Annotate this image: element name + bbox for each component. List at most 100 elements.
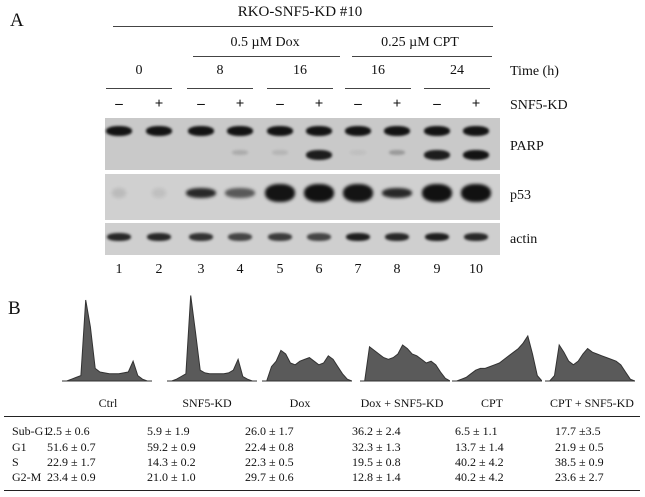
condition-label: SNF5-KD — [182, 396, 232, 410]
blot-band — [343, 184, 373, 202]
cpt-label: 0.25 µM CPT — [381, 35, 459, 50]
snf5-sign: + — [471, 96, 481, 112]
lane-number: 7 — [354, 262, 362, 277]
blot-band — [463, 150, 489, 160]
table-cell: 51.6 ± 0.7 — [47, 440, 96, 454]
lane-number: 3 — [197, 262, 205, 277]
p53-label: p53 — [510, 188, 531, 203]
time-label: Time (h) — [510, 64, 559, 79]
blot-band — [186, 188, 216, 198]
time-value: 16 — [293, 63, 307, 78]
blot-band — [232, 150, 248, 155]
blot-band — [384, 126, 410, 136]
lane-number: 6 — [315, 262, 323, 277]
histogram-area — [452, 334, 542, 382]
lane-number: 5 — [276, 262, 284, 277]
table-cell: 22.9 ± 1.7 — [47, 455, 96, 469]
histogram-area — [360, 344, 450, 382]
snf5-sign: – — [354, 96, 362, 112]
blot-band — [267, 126, 293, 136]
blot-band — [147, 233, 171, 241]
row-label: G2-M — [12, 470, 42, 484]
table-cell: 13.7 ± 1.4 — [455, 440, 504, 454]
p53-blot — [105, 174, 500, 220]
blot-band — [464, 233, 488, 241]
cell-line-title: RKO-SNF5-KD #10 — [237, 4, 363, 20]
row-label: S — [12, 455, 19, 469]
blot-band — [424, 126, 450, 136]
time-group-rule — [106, 88, 172, 89]
time-group-rule — [267, 88, 333, 89]
time-value: 8 — [216, 63, 224, 78]
table-cell: 5.9 ± 1.9 — [147, 424, 190, 438]
time-group-rule — [424, 88, 490, 89]
histogram-area — [62, 299, 152, 382]
table-cell: 38.5 ± 0.9 — [555, 455, 604, 469]
table-cell: 2.5 ± 0.6 — [47, 424, 90, 438]
cell-cycle-histogram — [360, 344, 450, 382]
blot-band — [345, 126, 371, 136]
snf5-sign: + — [235, 96, 245, 112]
table-cell: 32.3 ± 1.3 — [352, 440, 401, 454]
blot-band — [389, 150, 405, 155]
table-cell: 21.0 ± 1.0 — [147, 470, 196, 484]
lane-number: 4 — [236, 262, 244, 277]
dox-label: 0.5 µM Dox — [230, 35, 300, 50]
blot-band — [227, 126, 253, 136]
blot-band — [188, 126, 214, 136]
lane-number: 8 — [393, 262, 401, 277]
table-cell: 6.5 ± 1.1 — [455, 424, 498, 438]
blot-band — [228, 233, 252, 241]
blot-band — [304, 184, 334, 202]
cell-cycle-histogram — [452, 334, 542, 382]
time-value: 16 — [371, 63, 385, 78]
blot-band — [425, 233, 449, 241]
cell-cycle-histogram — [167, 295, 257, 382]
blot-band — [463, 126, 489, 136]
lane-number: 10 — [469, 262, 483, 277]
blot-band — [112, 188, 126, 198]
table-cell: 22.4 ± 0.8 — [245, 440, 294, 454]
snf5-sign: + — [392, 96, 402, 112]
lane-number: 9 — [433, 262, 441, 277]
table-cell: 17.7 ±3.5 — [555, 424, 601, 438]
cell-cycle-histogram — [62, 299, 152, 382]
blot-band — [146, 126, 172, 136]
snf5-sign: – — [197, 96, 205, 112]
blot-band — [346, 233, 370, 241]
blot-band — [107, 233, 131, 241]
panel-a-letter: A — [10, 10, 24, 31]
row-label: G1 — [12, 440, 27, 454]
row-label: Sub-G1 — [12, 424, 50, 438]
table-cell: 26.0 ± 1.7 — [245, 424, 294, 438]
table-cell: 36.2 ± 2.4 — [352, 424, 401, 438]
blot-band — [382, 188, 412, 198]
cell-cycle-histogram — [262, 349, 352, 382]
blot-band — [225, 188, 255, 198]
condition-label: Dox + SNF5-KD — [360, 396, 444, 410]
snf5-sign: – — [276, 96, 284, 112]
blot-band — [461, 184, 491, 202]
blot-band — [106, 126, 132, 136]
time-value: 24 — [450, 63, 464, 78]
table-cell: 23.4 ± 0.9 — [47, 470, 96, 484]
dox-rule — [193, 56, 340, 57]
blot-band — [306, 150, 332, 160]
time-group-rule — [345, 88, 411, 89]
lane-number: 1 — [115, 262, 123, 277]
table-cell: 21.9 ± 0.5 — [555, 440, 604, 454]
condition-label: Ctrl — [98, 396, 118, 410]
table-bottom-rule — [4, 490, 640, 491]
blot-band — [307, 233, 331, 241]
blot-band — [152, 188, 166, 198]
time-group-rule — [187, 88, 253, 89]
blot-band — [268, 233, 292, 241]
histogram-area — [262, 349, 352, 382]
cell-cycle-histogram — [545, 343, 635, 382]
actin-blot — [105, 223, 500, 255]
snf5-sign: – — [433, 96, 441, 112]
parp-label: PARP — [510, 139, 544, 154]
snf5-sign: + — [314, 96, 324, 112]
table-cell: 59.2 ± 0.9 — [147, 440, 196, 454]
actin-label: actin — [510, 232, 538, 247]
